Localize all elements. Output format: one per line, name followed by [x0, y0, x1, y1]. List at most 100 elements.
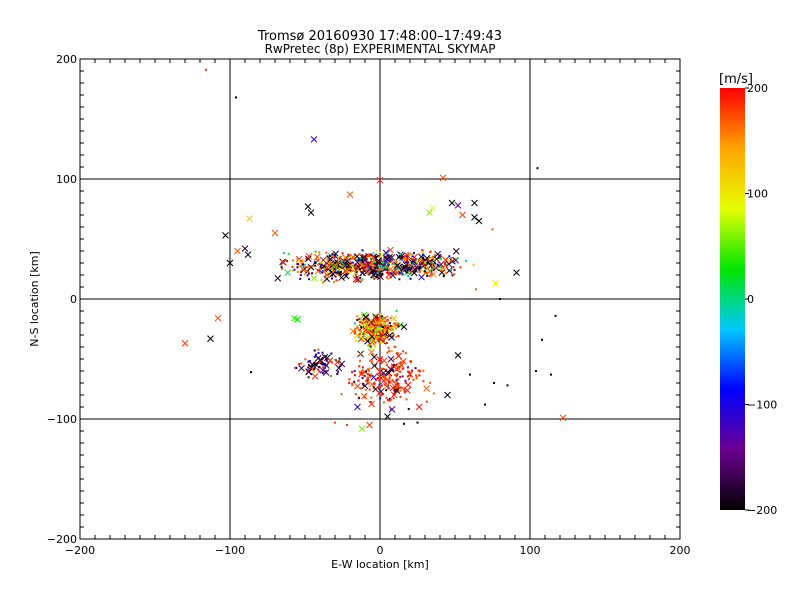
- data-point: [388, 381, 391, 384]
- data-point-x: [454, 202, 462, 209]
- data-point: [373, 315, 376, 318]
- data-point: [419, 258, 422, 261]
- data-point: [331, 274, 334, 277]
- data-point-x: [334, 358, 341, 366]
- y-tick-label: 100: [56, 173, 77, 186]
- data-point: [364, 322, 367, 325]
- data-point: [388, 377, 391, 380]
- y-tick-label: −200: [47, 533, 77, 546]
- data-point: [445, 263, 448, 266]
- data-point: [291, 269, 294, 272]
- data-point: [395, 327, 398, 330]
- data-point: [396, 265, 399, 268]
- data-point: [399, 386, 402, 389]
- data-point-x: [386, 265, 394, 273]
- data-point: [431, 266, 434, 269]
- data-point: [429, 260, 432, 263]
- data-point: [361, 249, 364, 252]
- data-point: [318, 262, 321, 265]
- y-tick-label: −100: [47, 413, 77, 426]
- data-point: [430, 262, 433, 265]
- data-point: [401, 256, 404, 259]
- data-point: [317, 352, 320, 355]
- x-tick-label: −200: [65, 544, 95, 557]
- data-point: [396, 363, 399, 366]
- x-tick-label: 0: [377, 544, 384, 557]
- data-point: [403, 390, 406, 393]
- data-point: [307, 366, 310, 369]
- data-point: [385, 266, 388, 269]
- data-point: [390, 368, 393, 371]
- data-point: [396, 388, 399, 391]
- data-point: [386, 331, 389, 334]
- data-point: [361, 263, 364, 266]
- data-point: [368, 388, 371, 391]
- colorbar-tick-label: 0: [747, 293, 754, 306]
- data-point: [397, 378, 400, 381]
- data-point: [399, 361, 402, 364]
- data-point: [360, 279, 363, 282]
- data-point: [376, 265, 379, 268]
- data-point: [379, 326, 382, 329]
- data-point-x: [492, 280, 499, 287]
- data-point: [418, 267, 421, 270]
- data-point: [344, 260, 347, 263]
- data-point-x: [377, 388, 385, 395]
- data-point: [368, 338, 371, 341]
- data-point: [401, 273, 404, 276]
- data-point: [368, 254, 371, 257]
- data-point: [370, 347, 373, 350]
- data-point: [348, 254, 351, 257]
- data-point-x: [319, 366, 327, 374]
- data-point: [355, 275, 358, 278]
- data-point: [365, 337, 368, 340]
- data-point-x: [234, 247, 241, 255]
- data-point: [301, 263, 304, 266]
- data-point: [373, 261, 376, 264]
- data-point: [367, 338, 370, 341]
- data-point-x: [368, 400, 376, 408]
- data-point: [355, 326, 358, 329]
- data-point: [409, 262, 412, 265]
- data-point: [385, 379, 388, 382]
- data-point: [450, 268, 453, 271]
- data-point-x: [222, 232, 229, 239]
- data-point: [355, 315, 358, 318]
- data-point: [405, 263, 408, 266]
- data-point: [359, 257, 362, 260]
- data-point: [384, 381, 387, 384]
- data-points: [181, 68, 567, 432]
- data-point: [367, 344, 370, 347]
- data-point: [364, 262, 367, 265]
- data-point: [536, 167, 539, 170]
- data-point-x: [338, 274, 345, 282]
- data-point: [374, 331, 377, 334]
- data-point: [364, 332, 367, 335]
- data-point: [305, 257, 308, 260]
- data-point: [366, 379, 369, 382]
- data-point: [407, 378, 410, 381]
- data-point-x: [401, 263, 409, 271]
- data-point: [384, 375, 387, 378]
- data-point: [448, 255, 451, 258]
- data-point: [331, 253, 334, 256]
- data-point: [412, 378, 415, 381]
- data-point: [360, 371, 363, 374]
- data-point: [318, 268, 321, 271]
- data-point: [493, 382, 495, 384]
- data-point: [396, 366, 399, 369]
- data-point: [373, 331, 376, 334]
- data-point: [396, 368, 399, 371]
- data-point: [382, 368, 385, 371]
- data-point: [357, 336, 360, 339]
- data-point: [408, 264, 411, 267]
- data-point-x: [376, 176, 384, 184]
- data-point: [382, 331, 385, 334]
- data-point: [297, 259, 300, 262]
- data-point-x: [387, 355, 395, 363]
- x-tick-label: −100: [215, 544, 245, 557]
- data-point: [405, 398, 408, 401]
- data-point: [353, 257, 356, 260]
- data-point: [313, 355, 316, 358]
- colorbar-tick-label: −200: [747, 504, 777, 517]
